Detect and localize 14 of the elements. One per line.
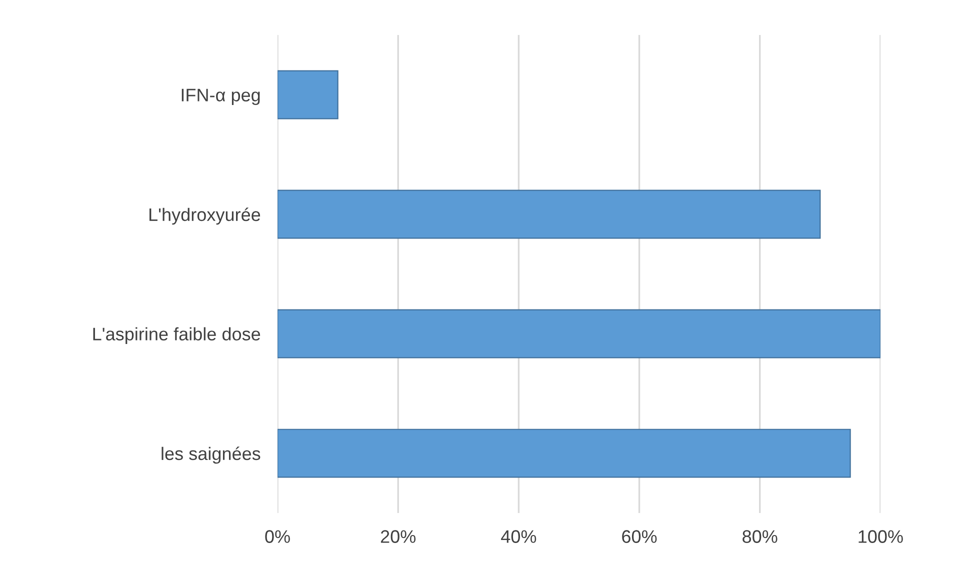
x-tick-label: 0% <box>265 530 290 543</box>
bar <box>278 309 880 358</box>
y-tick-label: L'hydroxyurée <box>150 208 260 225</box>
bar <box>278 70 338 120</box>
y-tick-label: L'aspirine faible dose <box>93 327 260 344</box>
bar <box>278 428 851 478</box>
y-tick-label: IFN-α peg <box>182 88 260 106</box>
x-tick-label: 20% <box>380 530 416 543</box>
y-tick-label: les saignées <box>162 446 260 464</box>
bar <box>278 190 821 239</box>
x-tick-label: 80% <box>742 530 778 543</box>
x-tick-label: 60% <box>622 530 657 543</box>
x-tick-label: 100% <box>858 530 903 543</box>
x-tick-label: 40% <box>501 530 536 543</box>
